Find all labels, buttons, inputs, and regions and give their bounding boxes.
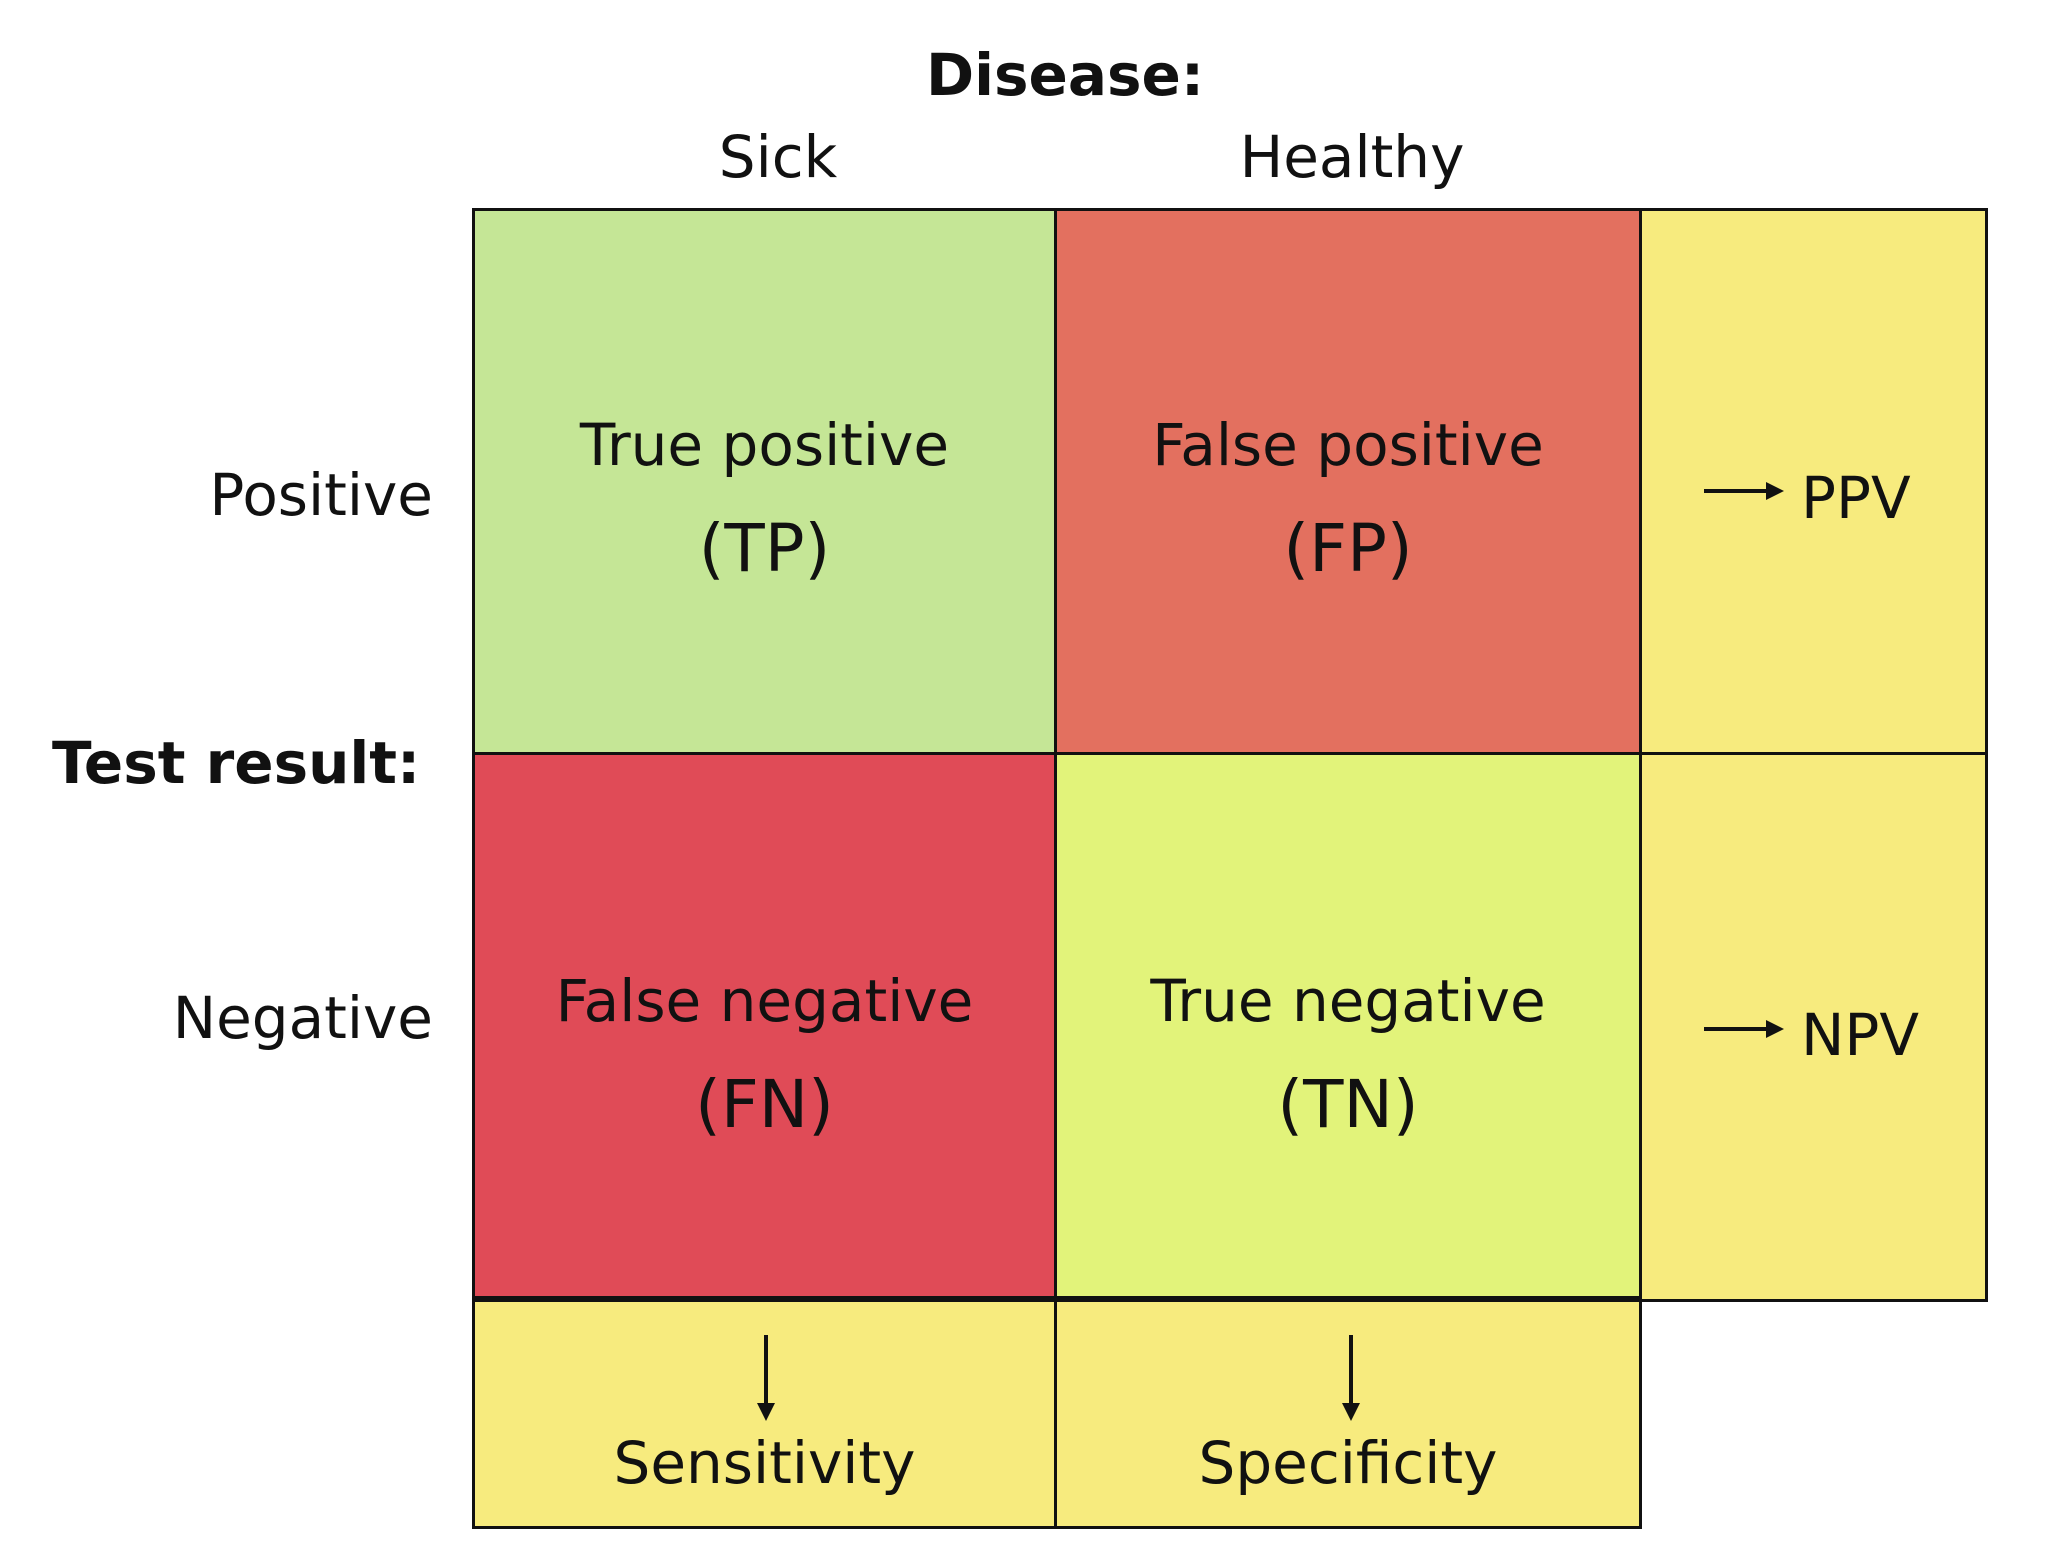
arrow-right-icon xyxy=(1704,1027,1768,1031)
cell-false-negative: False negative (FN) xyxy=(472,752,1057,1299)
sensitivity-label: Sensitivity xyxy=(613,1429,916,1497)
cell-false-positive: False positive (FP) xyxy=(1054,208,1642,755)
cell-specificity: Specificity xyxy=(1054,1299,1642,1529)
tn-abbr: (TN) xyxy=(1277,1066,1419,1143)
column-label-healthy: Healthy xyxy=(1239,123,1465,191)
cell-true-positive: True positive (TP) xyxy=(472,208,1057,755)
arrow-down-icon xyxy=(764,1335,768,1405)
row-label-negative: Negative xyxy=(172,984,433,1052)
fp-title: False positive xyxy=(1152,411,1544,479)
tp-abbr: (TP) xyxy=(698,510,831,587)
arrow-right-icon-head xyxy=(1766,482,1784,500)
tn-title: True negative xyxy=(1150,967,1546,1035)
arrow-right-icon xyxy=(1704,489,1768,493)
tp-title: True positive xyxy=(579,411,950,479)
cell-true-negative: True negative (TN) xyxy=(1054,752,1642,1299)
test-result-header: Test result: xyxy=(52,729,421,797)
arrow-down-icon-head xyxy=(1342,1403,1360,1421)
cell-ppv: PPV xyxy=(1639,208,1988,755)
npv-label: NPV xyxy=(1801,1001,1920,1069)
fn-title: False negative xyxy=(555,967,974,1035)
fp-abbr: (FP) xyxy=(1283,510,1413,587)
cell-npv: NPV xyxy=(1639,752,1988,1302)
arrow-down-icon-head xyxy=(757,1403,775,1421)
specificity-label: Specificity xyxy=(1198,1429,1498,1497)
disease-header: Disease: xyxy=(925,41,1205,109)
ppv-label: PPV xyxy=(1801,464,1911,532)
column-label-sick: Sick xyxy=(718,123,838,191)
cell-sensitivity: Sensitivity xyxy=(472,1299,1057,1529)
row-label-positive: Positive xyxy=(209,461,433,529)
arrow-right-icon-head xyxy=(1766,1020,1784,1038)
arrow-down-icon xyxy=(1349,1335,1353,1405)
fn-abbr: (FN) xyxy=(695,1066,834,1143)
